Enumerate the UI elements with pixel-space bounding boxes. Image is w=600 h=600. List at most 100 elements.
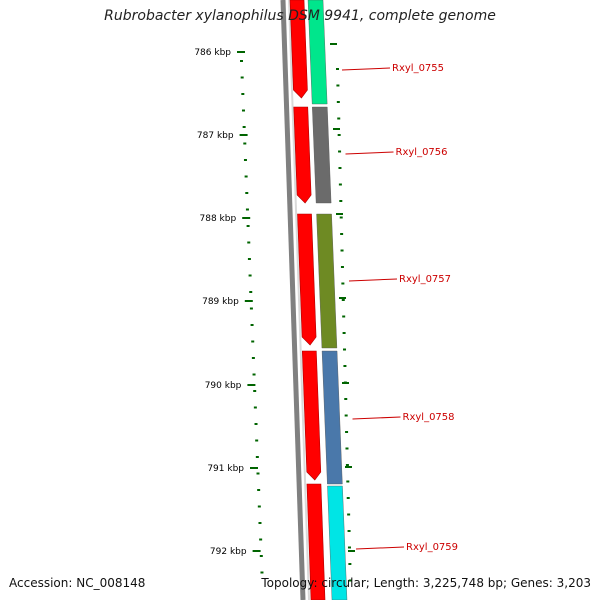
gene-feature xyxy=(316,213,338,349)
minor-tick xyxy=(249,307,253,310)
minor-tick xyxy=(241,109,245,112)
backbone-line xyxy=(280,0,306,600)
cds-arrow xyxy=(293,106,312,204)
map-title: Rubrobacter xylanophilus DSM 9941, compl… xyxy=(104,8,496,24)
minor-tick xyxy=(256,472,260,475)
minor-tick xyxy=(257,489,261,491)
major-tick xyxy=(342,382,349,384)
minor-tick xyxy=(342,315,346,318)
minor-tick xyxy=(245,208,249,211)
minor-tick xyxy=(348,563,352,565)
scale-label: 787 kbp xyxy=(197,131,234,141)
minor-tick xyxy=(345,447,349,450)
minor-tick xyxy=(346,480,350,483)
scale-label: 792 kbp xyxy=(210,547,247,557)
minor-tick xyxy=(336,84,340,87)
scale-label: 790 kbp xyxy=(205,381,242,391)
minor-tick xyxy=(347,513,351,516)
major-tick xyxy=(330,43,337,45)
minor-tick xyxy=(248,274,252,277)
minor-tick xyxy=(259,555,263,557)
gene-feature xyxy=(312,106,332,204)
minor-tick xyxy=(340,233,344,235)
minor-tick xyxy=(344,398,348,400)
scale-label: 786 kbp xyxy=(194,48,231,58)
minor-tick xyxy=(258,522,262,524)
minor-tick xyxy=(243,159,247,161)
minor-tick xyxy=(339,216,343,219)
cds-arrow xyxy=(289,0,308,99)
minor-tick xyxy=(241,93,245,95)
major-tick xyxy=(250,467,258,469)
minor-tick xyxy=(345,464,349,466)
minor-tick xyxy=(347,546,351,549)
minor-tick xyxy=(337,117,341,120)
minor-tick xyxy=(346,497,350,499)
minor-tick xyxy=(242,126,246,128)
major-tick xyxy=(237,51,245,53)
label-leader xyxy=(345,151,394,155)
minor-tick xyxy=(341,282,345,285)
minor-tick xyxy=(250,324,254,326)
minor-tick xyxy=(338,150,342,153)
minor-tick xyxy=(338,183,342,186)
minor-tick xyxy=(343,365,347,367)
minor-tick xyxy=(245,192,249,194)
cds-arrow xyxy=(306,483,326,600)
backbone-highlight xyxy=(288,0,310,600)
gene-label: Rxyl_0757 xyxy=(399,274,451,285)
scale-label: 789 kbp xyxy=(202,297,239,307)
minor-tick xyxy=(247,258,251,260)
major-tick xyxy=(345,466,352,468)
major-tick xyxy=(339,297,346,299)
minor-tick xyxy=(342,332,346,334)
minor-tick xyxy=(339,200,343,202)
minor-tick xyxy=(246,225,250,227)
minor-tick xyxy=(240,76,244,79)
minor-tick xyxy=(251,340,255,343)
gene-label: Rxyl_0759 xyxy=(406,542,458,553)
gene-label: Rxyl_0755 xyxy=(392,63,444,74)
major-tick xyxy=(244,300,253,302)
major-tick xyxy=(333,128,340,130)
minor-tick xyxy=(344,414,348,417)
accession-text: Accession: NC_008148 xyxy=(9,576,146,590)
scale-label: 791 kbp xyxy=(207,464,244,474)
minor-tick xyxy=(247,241,251,244)
minor-tick xyxy=(340,266,344,268)
minor-tick xyxy=(345,431,349,433)
minor-tick xyxy=(336,101,340,103)
minor-tick xyxy=(254,423,258,425)
gene-feature xyxy=(307,0,328,105)
minor-tick xyxy=(257,505,261,508)
minor-tick xyxy=(348,579,352,582)
cds-arrow xyxy=(297,213,317,346)
major-tick xyxy=(247,384,256,386)
label-leader xyxy=(348,278,398,282)
label-leader xyxy=(341,67,391,71)
minor-tick xyxy=(347,530,351,532)
scale-label: 788 kbp xyxy=(200,214,237,224)
gene-label: Rxyl_0756 xyxy=(396,147,448,158)
label-leader xyxy=(355,546,405,550)
minor-tick xyxy=(253,390,257,392)
minor-tick xyxy=(343,348,347,351)
cds-arrow xyxy=(301,350,322,481)
minor-tick xyxy=(255,456,259,458)
minor-tick xyxy=(244,175,248,178)
minor-tick xyxy=(243,142,247,145)
major-tick xyxy=(348,550,355,552)
topology-text: Topology: circular; Length: 3,225,748 bp… xyxy=(261,576,591,590)
major-tick xyxy=(252,550,261,552)
minor-tick xyxy=(336,68,339,70)
gene-label: Rxyl_0758 xyxy=(403,412,455,423)
major-tick xyxy=(336,213,343,215)
minor-tick xyxy=(337,134,341,136)
minor-tick xyxy=(249,291,253,293)
label-leader xyxy=(352,416,401,420)
minor-tick xyxy=(340,249,344,252)
minor-tick xyxy=(260,571,264,574)
minor-tick xyxy=(253,406,257,409)
major-tick xyxy=(239,134,248,136)
